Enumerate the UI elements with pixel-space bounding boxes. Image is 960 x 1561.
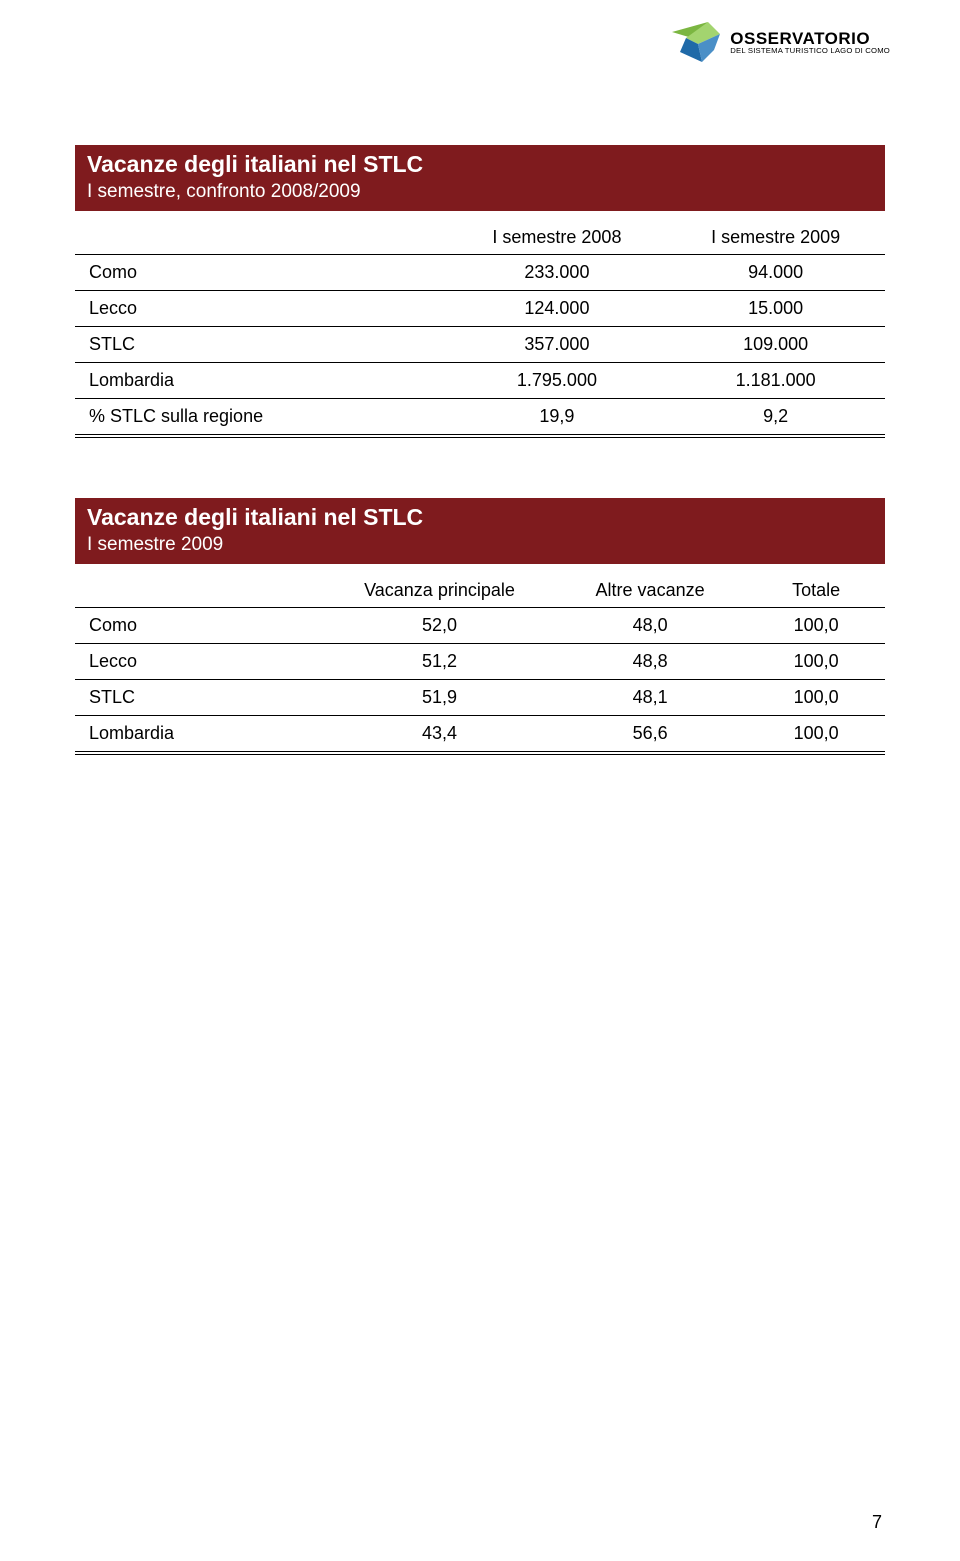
- cell-value: 124.000: [448, 291, 667, 327]
- table-row: Como 52,0 48,0 100,0: [75, 608, 885, 644]
- row-label: Lombardia: [75, 363, 448, 399]
- cell-value: 100,0: [747, 644, 885, 680]
- cell-value: 109.000: [666, 327, 885, 363]
- row-label: Como: [75, 608, 326, 644]
- page-number: 7: [872, 1512, 882, 1533]
- table2-col3: Totale: [747, 574, 885, 608]
- table2-col1: Vacanza principale: [326, 574, 553, 608]
- cell-value: 1.181.000: [666, 363, 885, 399]
- table-row: Lombardia 43,4 56,6 100,0: [75, 716, 885, 754]
- cell-value: 233.000: [448, 255, 667, 291]
- cell-value: 94.000: [666, 255, 885, 291]
- table-row: Lecco 124.000 15.000: [75, 291, 885, 327]
- row-label: STLC: [75, 327, 448, 363]
- row-label: Como: [75, 255, 448, 291]
- table2-title: Vacanze degli italiani nel STLC: [75, 498, 885, 534]
- cell-value: 357.000: [448, 327, 667, 363]
- table-vacanze-confronto: Vacanze degli italiani nel STLC I semest…: [75, 145, 885, 438]
- table2-subtitle: I semestre 2009: [75, 534, 885, 564]
- row-label: Lombardia: [75, 716, 326, 754]
- table1-col1: I semestre 2008: [448, 221, 667, 255]
- logo-subtitle: DEL SISTEMA TURISTICO LAGO DI COMO: [730, 47, 890, 55]
- cell-value: 19,9: [448, 399, 667, 437]
- logo-title: OSSERVATORIO: [730, 30, 890, 47]
- cell-value: 1.795.000: [448, 363, 667, 399]
- table1-col2: I semestre 2009: [666, 221, 885, 255]
- cell-value: 48,8: [553, 644, 747, 680]
- table-row: % STLC sulla regione 19,9 9,2: [75, 399, 885, 437]
- cell-value: 100,0: [747, 716, 885, 754]
- table1-title: Vacanze degli italiani nel STLC: [75, 145, 885, 181]
- cell-value: 52,0: [326, 608, 553, 644]
- cell-value: 9,2: [666, 399, 885, 437]
- table-row: Como 233.000 94.000: [75, 255, 885, 291]
- brand-logo: OSSERVATORIO DEL SISTEMA TURISTICO LAGO …: [666, 18, 890, 66]
- cell-value: 100,0: [747, 608, 885, 644]
- cell-value: 48,0: [553, 608, 747, 644]
- row-label: % STLC sulla regione: [75, 399, 448, 437]
- table-row: STLC 357.000 109.000: [75, 327, 885, 363]
- cell-value: 100,0: [747, 680, 885, 716]
- cell-value: 15.000: [666, 291, 885, 327]
- table1-subtitle: I semestre, confronto 2008/2009: [75, 181, 885, 211]
- table-row: Lecco 51,2 48,8 100,0: [75, 644, 885, 680]
- table-vacanze-2009: Vacanze degli italiani nel STLC I semest…: [75, 498, 885, 755]
- table-row: STLC 51,9 48,1 100,0: [75, 680, 885, 716]
- row-label: Lecco: [75, 644, 326, 680]
- table2-col2: Altre vacanze: [553, 574, 747, 608]
- cell-value: 43,4: [326, 716, 553, 754]
- row-label: STLC: [75, 680, 326, 716]
- logo-mark-icon: [666, 18, 724, 66]
- cell-value: 48,1: [553, 680, 747, 716]
- cell-value: 56,6: [553, 716, 747, 754]
- cell-value: 51,2: [326, 644, 553, 680]
- cell-value: 51,9: [326, 680, 553, 716]
- logo-text: OSSERVATORIO DEL SISTEMA TURISTICO LAGO …: [730, 30, 890, 55]
- table-row: Lombardia 1.795.000 1.181.000: [75, 363, 885, 399]
- row-label: Lecco: [75, 291, 448, 327]
